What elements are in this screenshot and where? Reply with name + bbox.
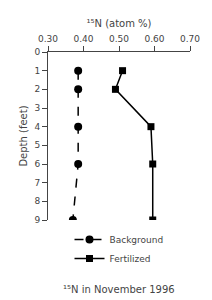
svg-text:5: 5 [34,140,40,150]
svg-text:8: 8 [34,196,40,206]
svg-text:0.70: 0.70 [180,34,200,44]
svg-text:7: 7 [34,178,40,188]
svg-text:0.40: 0.40 [73,34,93,44]
svg-text:Depth (feet): Depth (feet) [18,105,29,166]
svg-text:Background: Background [110,235,164,245]
svg-text:2: 2 [34,84,40,94]
svg-text:6: 6 [34,159,40,169]
svg-text:¹⁵N (atom %): ¹⁵N (atom %) [86,18,151,29]
svg-text:Fertilized: Fertilized [110,254,151,264]
svg-text:0.30: 0.30 [38,34,58,44]
svg-text:¹⁵N in November 1996: ¹⁵N in November 1996 [63,284,175,295]
svg-text:0.50: 0.50 [109,34,129,44]
svg-text:3: 3 [34,103,40,113]
svg-text:0.60: 0.60 [144,34,164,44]
svg-text:0: 0 [34,47,40,57]
svg-text:9: 9 [34,215,40,225]
svg-text:4: 4 [34,122,40,132]
svg-text:1: 1 [34,66,40,76]
